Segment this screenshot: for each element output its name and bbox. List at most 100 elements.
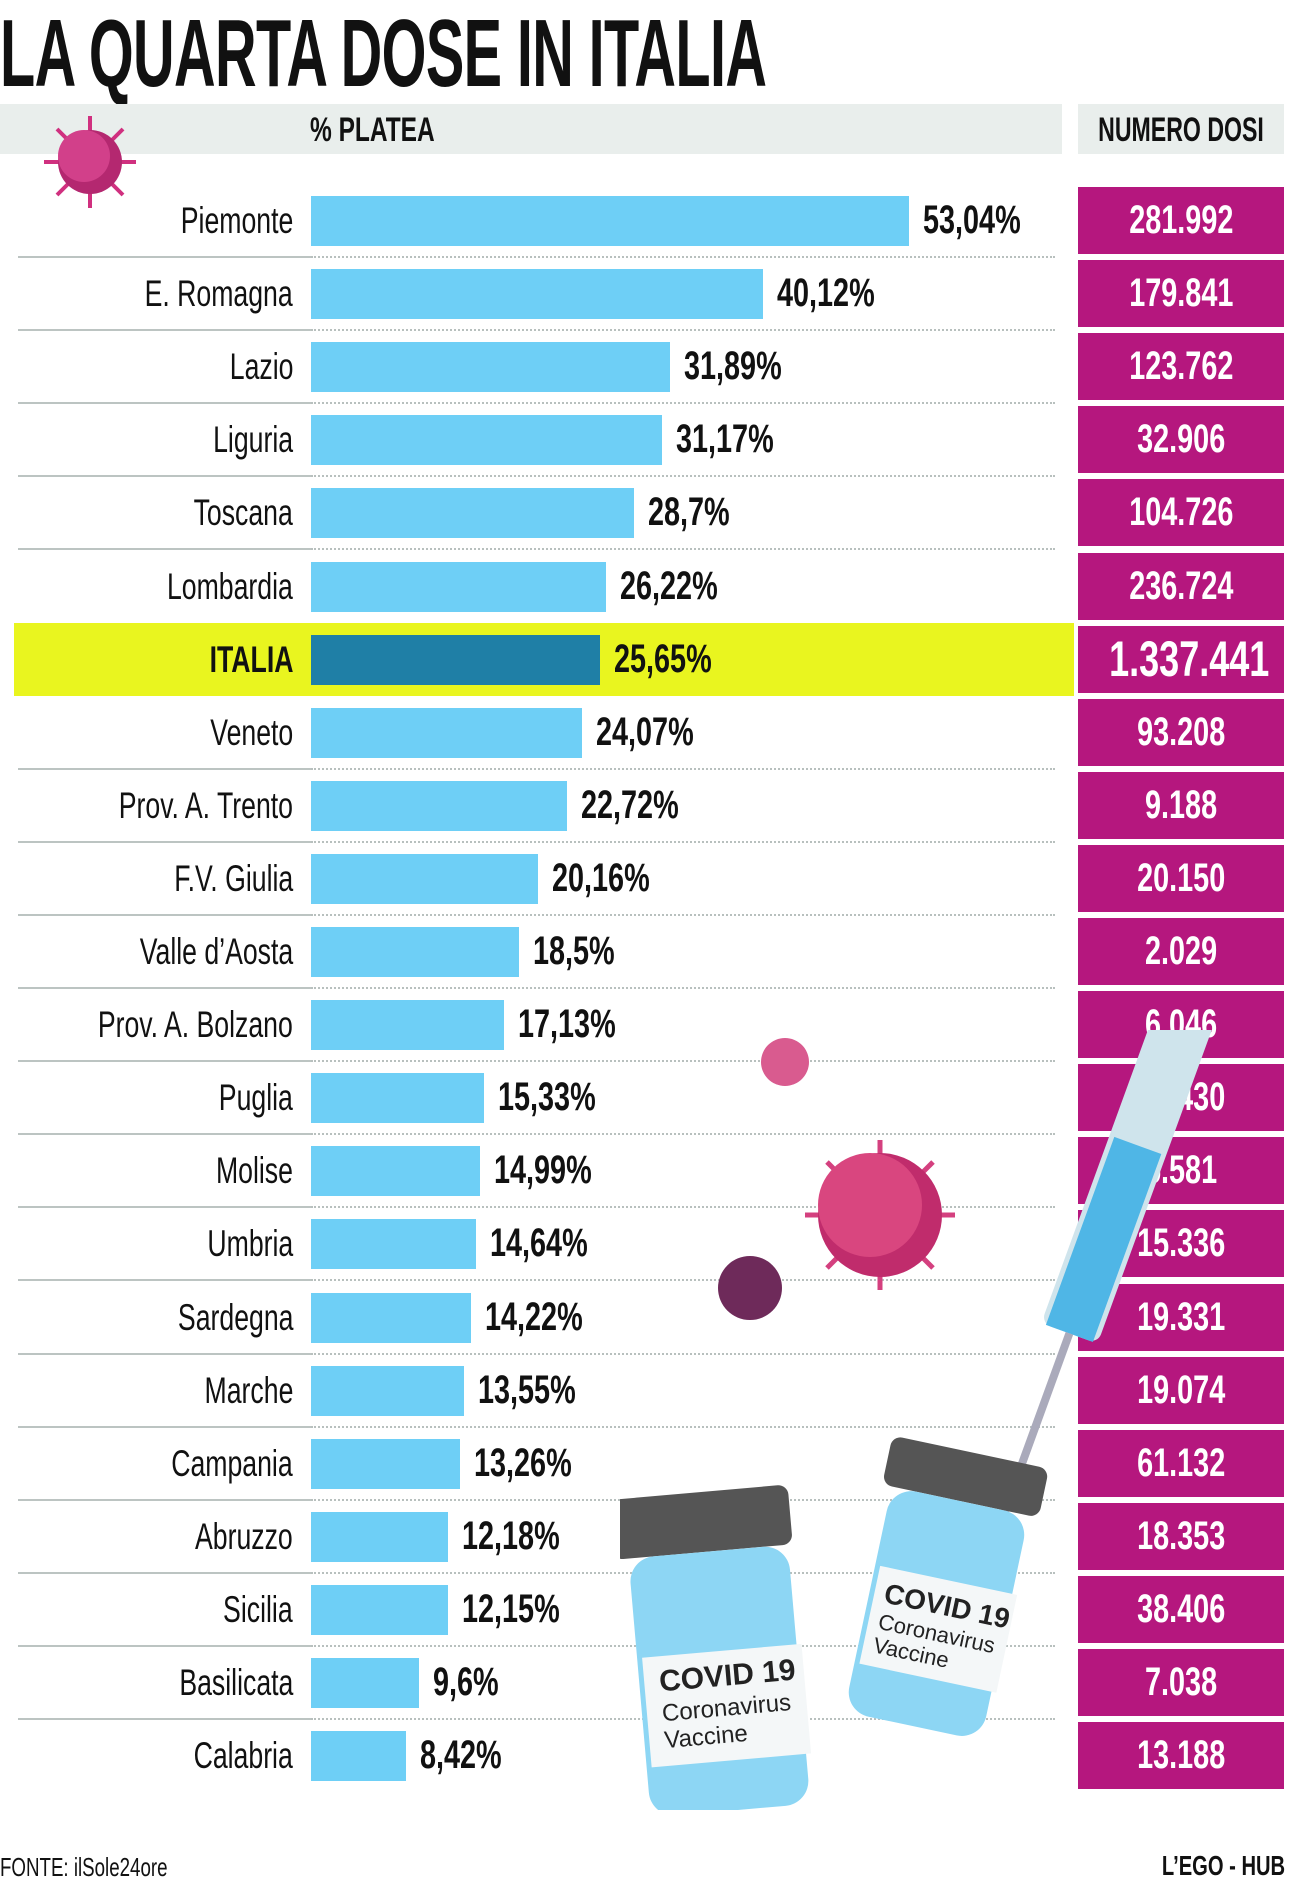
bar xyxy=(311,1073,484,1124)
value-label: 9,6% xyxy=(433,1660,499,1704)
header-dosi-label: NUMERO DOSI xyxy=(1098,111,1264,149)
category-label: Veneto xyxy=(210,711,293,753)
syringe-icon xyxy=(997,1030,1266,1523)
dose-box: 236.724 xyxy=(1078,552,1284,620)
value-label: 13,55% xyxy=(477,1367,576,1412)
highlight-row: ITALIA 25,65% 1.337.441 xyxy=(0,622,1299,696)
dose-box: 1.337.441 xyxy=(1078,625,1284,693)
value-label: 26,22% xyxy=(620,563,719,608)
divider xyxy=(311,1425,1055,1428)
bar xyxy=(311,1292,472,1343)
category-label: Prov. A. Bolzano xyxy=(98,1004,293,1046)
dose-value: 1.337.441 xyxy=(1109,630,1270,687)
divider xyxy=(18,548,311,551)
category-label: Campania xyxy=(171,1442,293,1484)
value-label: 14,99% xyxy=(493,1148,592,1193)
value-label: 15,33% xyxy=(497,1075,596,1120)
bar-row: Prov. A. Bolzano 17,13% 6.046 xyxy=(0,988,1299,1063)
bar-row: Toscana 28,7% 104.726 xyxy=(0,476,1299,551)
value-label: 40,12% xyxy=(777,271,875,316)
value-label: 12,15% xyxy=(461,1586,560,1631)
dose-value: 179.841 xyxy=(1128,271,1234,316)
dose-value: 104.726 xyxy=(1128,490,1234,535)
bar-row: Basilicata 9,6% 7.038 xyxy=(0,1646,1299,1720)
vaccine-illustration: COVID 19 Coronavirus Vaccine COVID 19 Co… xyxy=(620,1030,1266,1810)
virus-icon xyxy=(805,1140,955,1290)
category-label: Sardegna xyxy=(177,1296,293,1338)
bar-row: F.V. Giulia 20,16% 20.150 xyxy=(0,842,1299,916)
bar xyxy=(311,853,539,904)
bar-row: E. Romagna 40,12% 179.841 xyxy=(0,257,1299,332)
value-label: 12,18% xyxy=(462,1513,560,1558)
value-label: 17,13% xyxy=(518,1002,616,1047)
bar xyxy=(311,1658,420,1708)
bar xyxy=(311,1146,480,1197)
value-label: 22,72% xyxy=(581,782,679,827)
value-label: 18,5% xyxy=(533,929,616,973)
dose-box: 281.992 xyxy=(1078,187,1284,254)
dose-box: 19.074 xyxy=(1078,1356,1284,1424)
dose-box: 123.762 xyxy=(1078,333,1284,401)
divider xyxy=(18,402,311,405)
category-label: Lombardia xyxy=(167,565,293,607)
divider xyxy=(18,987,311,989)
value-label: 24,07% xyxy=(596,709,694,754)
dose-value: 61.132 xyxy=(1136,1440,1226,1485)
divider xyxy=(311,402,1055,405)
value-label: 20,16% xyxy=(552,855,650,900)
value-label: 8,42% xyxy=(419,1733,502,1778)
bar xyxy=(311,1219,476,1270)
category-label: Valle d’Aosta xyxy=(139,931,293,972)
divider xyxy=(311,987,1055,989)
bar-row: Lazio 31,89% 123.762 xyxy=(0,330,1299,405)
divider xyxy=(18,1718,311,1720)
bar-row: Prov. A. Trento 22,72% 9.188 xyxy=(0,769,1299,843)
virus-icon xyxy=(718,1256,782,1320)
header-dosi: NUMERO DOSI xyxy=(1078,104,1284,154)
divider xyxy=(18,1425,311,1428)
dose-value: 123.762 xyxy=(1128,344,1234,389)
dose-box: 38.406 xyxy=(1078,1575,1284,1643)
category-label: Prov. A. Trento xyxy=(118,784,293,826)
bar xyxy=(311,342,671,393)
divider xyxy=(311,475,1055,478)
divider xyxy=(18,1644,311,1647)
bar xyxy=(311,634,601,685)
dose-box: 179.841 xyxy=(1078,260,1284,328)
dose-value: 281.992 xyxy=(1128,198,1234,242)
dose-value: 19.331 xyxy=(1136,1294,1226,1339)
category-label: Sicilia xyxy=(223,1588,293,1630)
divider xyxy=(311,1352,1055,1355)
divider xyxy=(311,840,1055,843)
category-label: Abruzzo xyxy=(195,1515,293,1557)
bar xyxy=(311,1365,464,1416)
category-label: E. Romagna xyxy=(144,273,293,315)
dose-value: 32.906 xyxy=(1136,417,1226,462)
bar-row: Valle d’Aosta 18,5% 2.029 xyxy=(0,915,1299,989)
value-label: 14,22% xyxy=(485,1294,583,1339)
bar xyxy=(311,780,568,831)
category-label: Umbria xyxy=(207,1223,293,1265)
bar-row: Lombardia 26,22% 236.724 xyxy=(0,550,1299,623)
category-label: Puglia xyxy=(218,1077,293,1119)
dose-value: 38.406 xyxy=(1136,1586,1226,1631)
vial-icon: COVID 19 Coronavirus Vaccine xyxy=(848,1437,1048,1736)
dose-box: 104.726 xyxy=(1078,479,1284,547)
divider xyxy=(18,1279,311,1282)
bar xyxy=(311,1438,461,1489)
divider xyxy=(18,475,311,478)
bar xyxy=(311,561,607,612)
divider xyxy=(18,840,311,843)
header-platea-label: % PLATEA xyxy=(310,111,435,149)
dose-value: 20.150 xyxy=(1136,855,1226,900)
divider xyxy=(311,256,1055,258)
bar-row: Calabria 8,42% 13.188 xyxy=(0,1719,1299,1792)
dose-value: 7.038 xyxy=(1144,1660,1218,1704)
category-label: Molise xyxy=(216,1150,293,1192)
category-label: Liguria xyxy=(213,419,293,461)
dose-box: 61.132 xyxy=(1078,1429,1284,1497)
header-platea: % PLATEA xyxy=(0,104,1062,154)
value-label: 31,17% xyxy=(676,417,774,462)
divider xyxy=(311,1060,1055,1063)
vial-icon: COVID 19 Coronavirus Vaccine xyxy=(620,1485,812,1810)
